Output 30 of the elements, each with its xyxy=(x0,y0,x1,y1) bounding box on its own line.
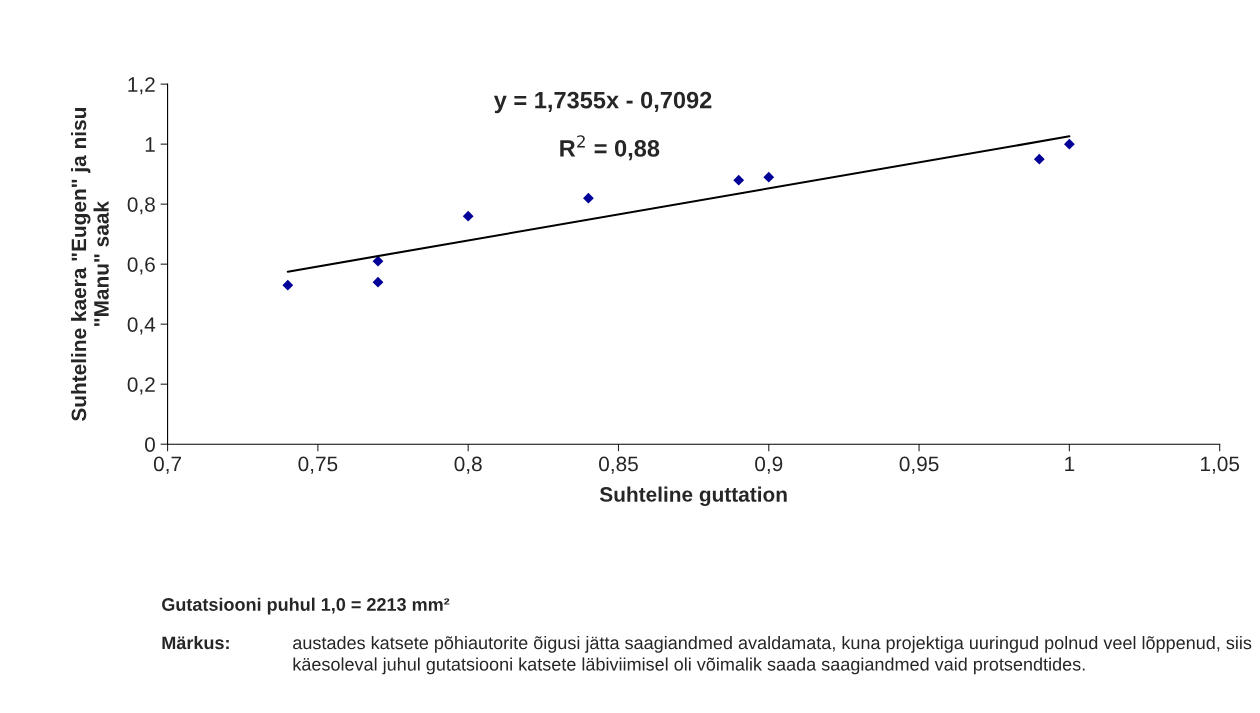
y-tick-label: 0,4 xyxy=(127,317,156,335)
text: Märkus: xyxy=(162,636,229,650)
y-axis-title: Suhteline kaera "Eugen" ja nisu "Manu" saak xyxy=(70,108,109,422)
y-tick-label: 0,8 xyxy=(127,197,155,215)
point xyxy=(583,192,594,204)
x-axis-title: Suhteline guttation xyxy=(599,486,787,507)
x-tick-label: 0,7 xyxy=(153,456,182,474)
text: austades katsete põhiautorite õigusi jätta saagiandmed avaldamata, kuna projektiga uuringud polnud veel lõppenud, siis käesoleval juhul gutatsiooni katsete läbiviimisel oli võimalik saada saagiandmed vaid protsendtides. xyxy=(293,636,1252,675)
point xyxy=(1033,153,1045,165)
x-tick-label: 0,95 xyxy=(899,456,939,474)
text: Gutatsiooni puhul 1,0 = 2213 mm² xyxy=(162,597,450,615)
annotation: R$^{2}$ = 0,88 xyxy=(560,135,660,161)
annotation: y = 1,7355x - 0,7092 xyxy=(493,91,712,114)
x-tick-label: 1,05 xyxy=(1201,456,1240,474)
point xyxy=(1064,138,1075,150)
y-tick-label: 0,2 xyxy=(127,377,155,395)
point xyxy=(372,276,384,288)
x-tick-label: 0,75 xyxy=(298,456,338,474)
y-tick-label: 1 xyxy=(145,137,155,152)
y-tick-label: 0 xyxy=(145,437,155,452)
point xyxy=(763,171,775,183)
point xyxy=(282,279,294,291)
y-tick-label: 0,6 xyxy=(127,257,155,275)
point xyxy=(733,174,745,186)
point xyxy=(462,210,474,222)
x-tick-label: 1 xyxy=(1065,456,1075,472)
x-tick-label: 0,9 xyxy=(755,456,783,474)
y-tick-label: 1,2 xyxy=(128,77,155,95)
x-tick-label: 0,8 xyxy=(454,456,482,474)
x-tick-label: 0,85 xyxy=(599,456,638,474)
